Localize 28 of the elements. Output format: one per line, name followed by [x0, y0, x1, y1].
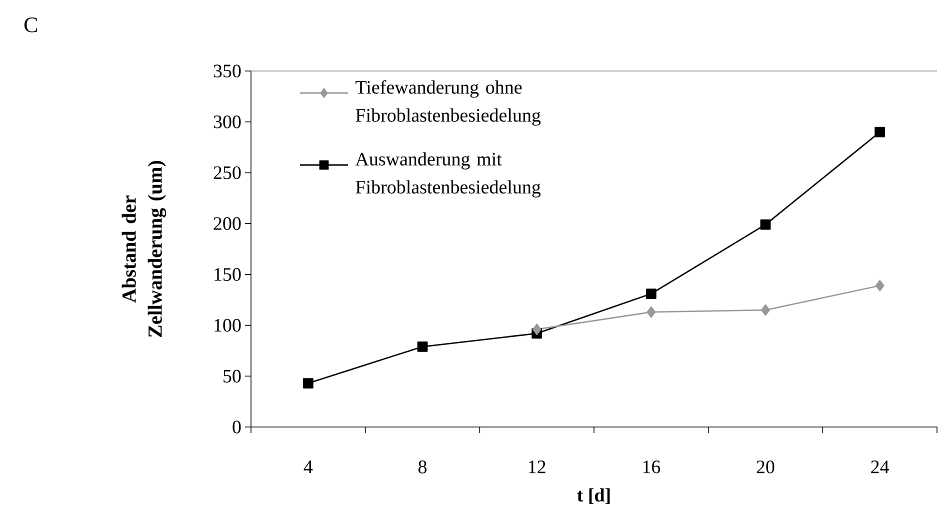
y-tick-label: 300	[214, 115, 241, 128]
y-axis-title: Abstand der Zellwanderung (um)	[122, 160, 166, 337]
legend-label: Tiefewanderung ohne Fibroblastenbesiedelung	[356, 80, 541, 126]
y-tick-label: 250	[214, 166, 241, 180]
x-tick-label: 8	[418, 460, 427, 474]
point	[875, 280, 884, 292]
x-tick-label: 12	[529, 460, 546, 474]
text: C	[24, 18, 37, 32]
point	[760, 219, 771, 230]
y-tick-label: 100	[214, 318, 241, 332]
legend-label: Auswanderung mit Fibroblastenbesiedelung	[355, 152, 541, 198]
x-tick-label: 4	[304, 460, 313, 474]
point	[302, 378, 314, 388]
point	[761, 304, 770, 316]
x-tick-label: 20	[756, 460, 774, 474]
point	[532, 324, 542, 336]
point	[646, 306, 656, 318]
x-axis-title: t [d]	[577, 488, 610, 504]
y-tick-label: 200	[214, 217, 241, 230]
y-tick-label: 150	[214, 268, 241, 281]
y-tick-label: 0	[232, 420, 241, 434]
x-tick-label: 24	[871, 460, 890, 474]
x-tick-label: 16	[643, 460, 660, 474]
point	[417, 341, 428, 352]
y-tick-label: 350	[214, 64, 241, 78]
y-tick-label: 50	[224, 370, 241, 383]
point	[874, 126, 886, 138]
point	[646, 288, 656, 299]
